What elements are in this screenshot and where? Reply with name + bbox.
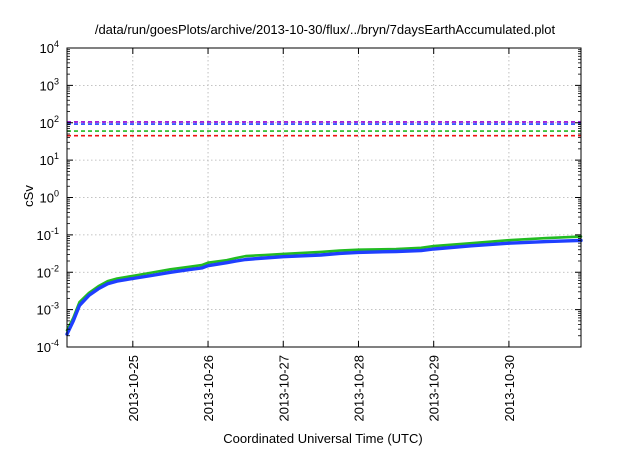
series-line	[65, 238, 583, 336]
x-tick-label: 2013-10-26	[201, 355, 216, 422]
y-tick-label: 10-4	[37, 338, 59, 355]
y-tick-label: 104	[40, 39, 59, 56]
threshold-lines	[67, 121, 581, 137]
x-tick-label: 2013-10-29	[427, 355, 442, 422]
series-line	[65, 235, 583, 332]
series-lines	[65, 235, 583, 336]
x-axis-label: Coordinated Universal Time (UTC)	[223, 431, 422, 446]
x-tick-label: 2013-10-25	[126, 355, 141, 422]
y-tick-label: 10-2	[37, 263, 59, 280]
x-tick-label: 2013-10-28	[351, 355, 366, 422]
y-tick-label: 103	[40, 76, 59, 93]
y-tick-label: 10-1	[37, 226, 59, 243]
y-tick-label: 101	[40, 151, 59, 168]
y-axis-label: cSv	[21, 185, 36, 207]
grid	[67, 48, 581, 347]
x-tick-label: 2013-10-27	[276, 355, 291, 422]
x-tick-label: 2013-10-30	[502, 355, 517, 422]
axis-ticks: 10-4 10-3 10-2 10-1 100 101 102 103 104 2013-10-2…	[37, 39, 581, 422]
y-tick-label: 100	[40, 189, 59, 206]
y-tick-label: 10-3	[37, 301, 59, 318]
y-tick-label: 102	[40, 114, 59, 131]
chart-title: /data/run/goesPlots/archive/2013-10-30/f…	[95, 22, 556, 37]
